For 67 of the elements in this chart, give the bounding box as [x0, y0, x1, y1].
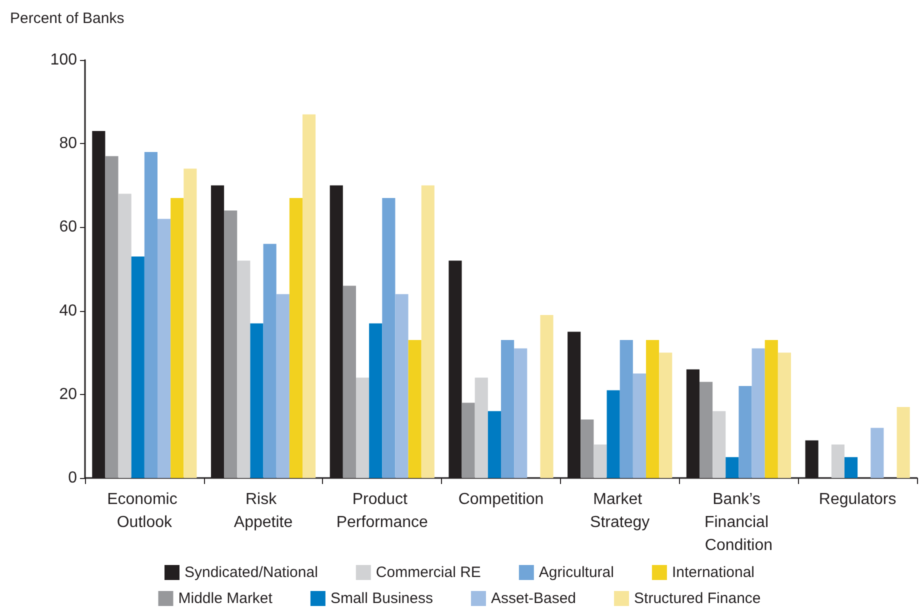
- bar: [170, 198, 184, 478]
- legend-label: Structured Finance: [634, 590, 761, 607]
- bar: [118, 194, 132, 478]
- bar: [594, 444, 607, 478]
- bar: [342, 286, 356, 478]
- bar: [831, 444, 844, 478]
- bar: [752, 348, 765, 478]
- bar: [501, 340, 514, 478]
- bar: [302, 114, 316, 478]
- x-tick-label: Competition: [458, 491, 544, 508]
- bar: [896, 406, 910, 478]
- legend-label: Syndicated/National: [184, 564, 318, 581]
- bar: [540, 314, 554, 478]
- bar: [105, 156, 118, 478]
- legend-label: Asset-Based: [490, 590, 576, 607]
- y-tick-label: 60: [59, 218, 78, 236]
- bar: [158, 218, 171, 478]
- legend-label: Commercial RE: [376, 564, 481, 581]
- bar: [712, 411, 726, 478]
- x-tick-label: Regulators: [818, 491, 896, 508]
- x-tick-label: Product Performance: [336, 491, 428, 531]
- bar: [421, 185, 434, 478]
- legend-label: Small Business: [330, 590, 433, 607]
- bar: [699, 382, 713, 478]
- bar: [580, 419, 594, 478]
- bar: [606, 390, 620, 478]
- x-tick-label: Risk Appetite: [234, 491, 293, 531]
- bar: [646, 340, 660, 478]
- bar: [632, 374, 646, 478]
- legend-label: International: [672, 564, 755, 581]
- bar: [726, 457, 739, 478]
- bar: [844, 457, 858, 478]
- y-tick-label: 0: [68, 470, 78, 486]
- legend-label: Agricultural: [538, 564, 614, 581]
- bar: [356, 378, 370, 478]
- bar: [131, 256, 144, 478]
- bar: [144, 152, 158, 478]
- x-tick-label: Economic Outlook: [107, 491, 182, 531]
- y-axis-title: Percent of Banks: [10, 10, 124, 27]
- bar: [408, 340, 422, 478]
- legend-label: Middle Market: [178, 590, 274, 607]
- bar: [250, 323, 264, 478]
- bar: [778, 352, 792, 478]
- bar: [870, 428, 884, 478]
- bar: [184, 168, 197, 478]
- bar: [237, 260, 250, 478]
- bar: [276, 294, 290, 478]
- bar: [764, 340, 778, 478]
- bar: [514, 348, 528, 478]
- bar: [395, 294, 408, 478]
- bar: [738, 386, 752, 478]
- bar: [382, 198, 396, 478]
- bar: [263, 244, 276, 478]
- bar: [659, 352, 672, 478]
- x-tick-label: Bank’s Financial Condition: [704, 491, 773, 554]
- y-tick-label: 80: [59, 135, 78, 152]
- y-tick-label: 40: [59, 302, 78, 320]
- bar: [620, 340, 633, 478]
- bar: [224, 210, 238, 478]
- y-tick-label: 20: [59, 386, 78, 403]
- bar: [369, 323, 382, 478]
- bar: [289, 198, 303, 478]
- bar: [488, 411, 501, 478]
- bar: [462, 402, 475, 478]
- y-tick-label: 100: [50, 52, 78, 68]
- bar: [474, 378, 488, 478]
- x-tick-label: Market Strategy: [590, 491, 650, 531]
